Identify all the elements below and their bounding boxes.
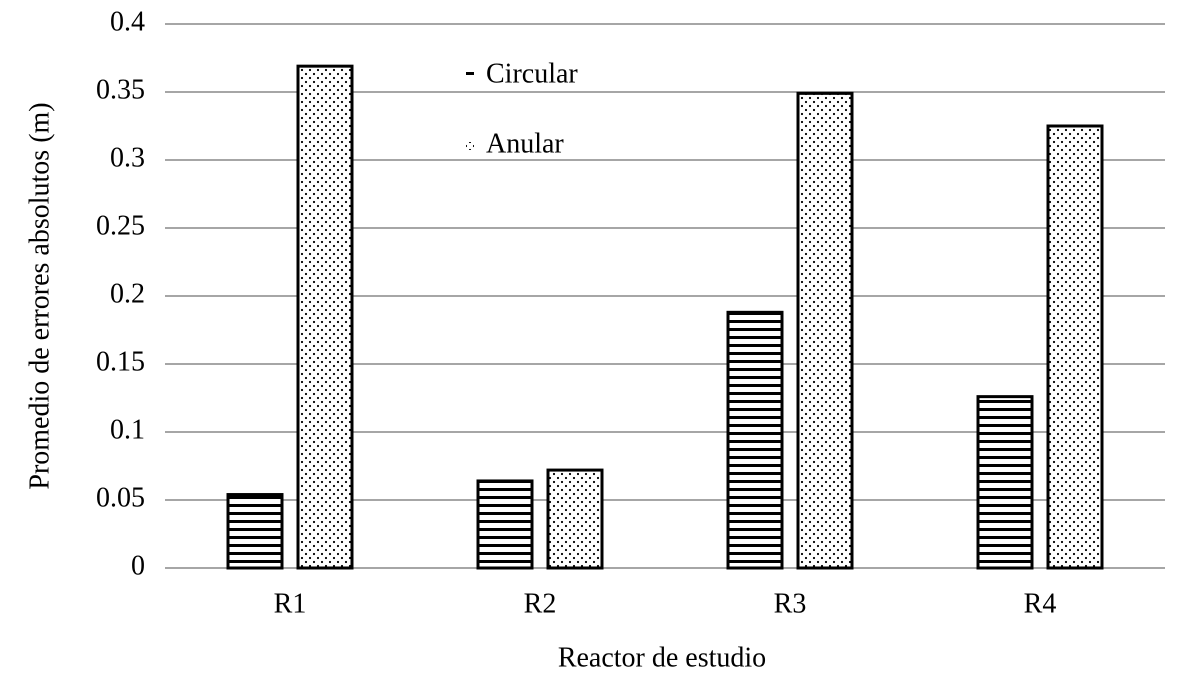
- bar: [726, 310, 784, 570]
- y-tick-label: 0.2: [110, 278, 145, 309]
- bar: [546, 468, 604, 570]
- legend-swatch: [466, 72, 474, 80]
- x-tick-label: R2: [524, 588, 557, 619]
- bar: [226, 493, 284, 570]
- y-tick-label: 0.35: [96, 74, 145, 105]
- y-tick-label: 0.25: [96, 210, 145, 241]
- y-tick-label: 0.05: [96, 482, 145, 513]
- y-tick-label: 0.4: [110, 6, 145, 37]
- bar: [1046, 124, 1104, 570]
- legend-swatch: [466, 142, 474, 150]
- bar: [476, 479, 534, 570]
- y-tick-label: 0.15: [96, 346, 145, 377]
- y-tick-label: 0.3: [110, 142, 145, 173]
- y-axis-title: Promedio de errores absolutos (m): [24, 102, 55, 489]
- bar: [976, 395, 1034, 570]
- x-tick-label: R1: [274, 588, 307, 619]
- y-tick-label: 0.1: [110, 414, 145, 445]
- x-tick-label: R3: [774, 588, 807, 619]
- legend-label: Circular: [486, 58, 578, 89]
- bar: [296, 64, 354, 570]
- bar: [796, 91, 854, 570]
- legend-label: Anular: [486, 128, 564, 159]
- x-tick-label: R4: [1024, 588, 1057, 619]
- x-axis-title: Reactor de estudio: [558, 642, 766, 673]
- y-tick-label: 0: [131, 550, 145, 581]
